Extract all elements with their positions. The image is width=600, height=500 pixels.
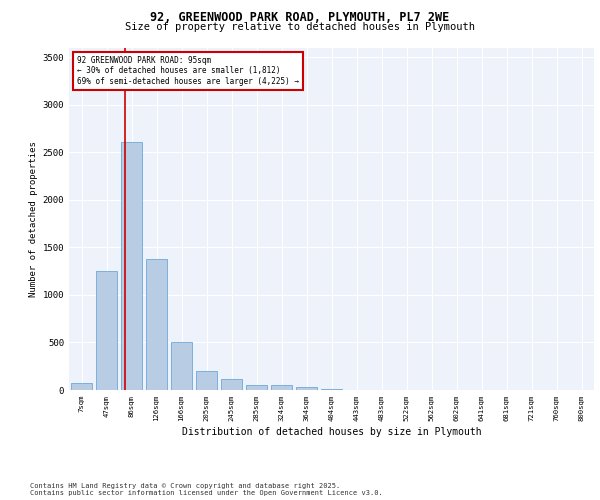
- Bar: [296, 386, 317, 390]
- Bar: [221, 378, 242, 390]
- Text: Contains HM Land Registry data © Crown copyright and database right 2025.: Contains HM Land Registry data © Crown c…: [30, 483, 340, 489]
- Bar: [321, 389, 342, 390]
- Bar: [246, 385, 267, 390]
- Bar: [171, 342, 192, 390]
- Text: 92 GREENWOOD PARK ROAD: 95sqm
← 30% of detached houses are smaller (1,812)
69% o: 92 GREENWOOD PARK ROAD: 95sqm ← 30% of d…: [77, 56, 299, 86]
- Bar: [96, 270, 117, 390]
- X-axis label: Distribution of detached houses by size in Plymouth: Distribution of detached houses by size …: [182, 426, 481, 436]
- Bar: [121, 142, 142, 390]
- Text: 92, GREENWOOD PARK ROAD, PLYMOUTH, PL7 2WE: 92, GREENWOOD PARK ROAD, PLYMOUTH, PL7 2…: [151, 11, 449, 24]
- Bar: [146, 258, 167, 390]
- Text: Contains public sector information licensed under the Open Government Licence v3: Contains public sector information licen…: [30, 490, 383, 496]
- Bar: [71, 383, 92, 390]
- Y-axis label: Number of detached properties: Number of detached properties: [29, 141, 38, 296]
- Bar: [271, 385, 292, 390]
- Bar: [196, 372, 217, 390]
- Text: Size of property relative to detached houses in Plymouth: Size of property relative to detached ho…: [125, 22, 475, 32]
